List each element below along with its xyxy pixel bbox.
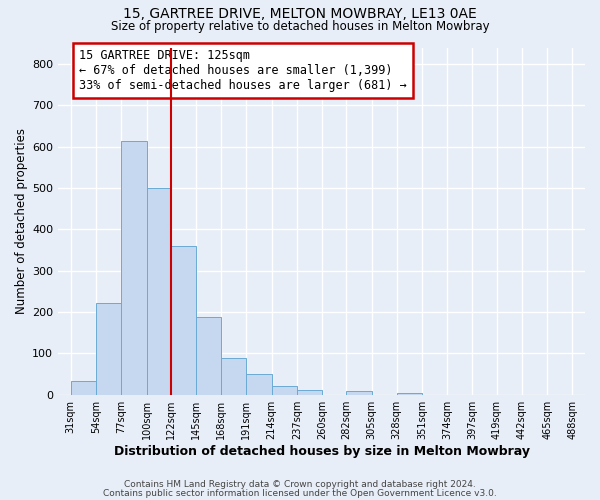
Bar [196, 317, 221, 394]
Text: Contains public sector information licensed under the Open Government Licence v3: Contains public sector information licen… [103, 489, 497, 498]
X-axis label: Distribution of detached houses by size in Melton Mowbray: Distribution of detached houses by size … [113, 444, 530, 458]
Bar [96, 303, 121, 394]
Bar [272, 386, 297, 394]
Text: Contains HM Land Registry data © Crown copyright and database right 2024.: Contains HM Land Registry data © Crown c… [124, 480, 476, 489]
Bar [397, 392, 422, 394]
Text: 15 GARTREE DRIVE: 125sqm
← 67% of detached houses are smaller (1,399)
33% of sem: 15 GARTREE DRIVE: 125sqm ← 67% of detach… [79, 49, 407, 92]
Text: Size of property relative to detached houses in Melton Mowbray: Size of property relative to detached ho… [110, 20, 490, 33]
Bar [346, 390, 371, 394]
Bar [221, 358, 247, 394]
Text: 15, GARTREE DRIVE, MELTON MOWBRAY, LE13 0AE: 15, GARTREE DRIVE, MELTON MOWBRAY, LE13 … [123, 8, 477, 22]
Bar [297, 390, 322, 394]
Bar [247, 374, 272, 394]
Bar [146, 188, 170, 394]
Y-axis label: Number of detached properties: Number of detached properties [15, 128, 28, 314]
Bar [71, 381, 96, 394]
Bar [121, 141, 146, 395]
Bar [170, 246, 196, 394]
